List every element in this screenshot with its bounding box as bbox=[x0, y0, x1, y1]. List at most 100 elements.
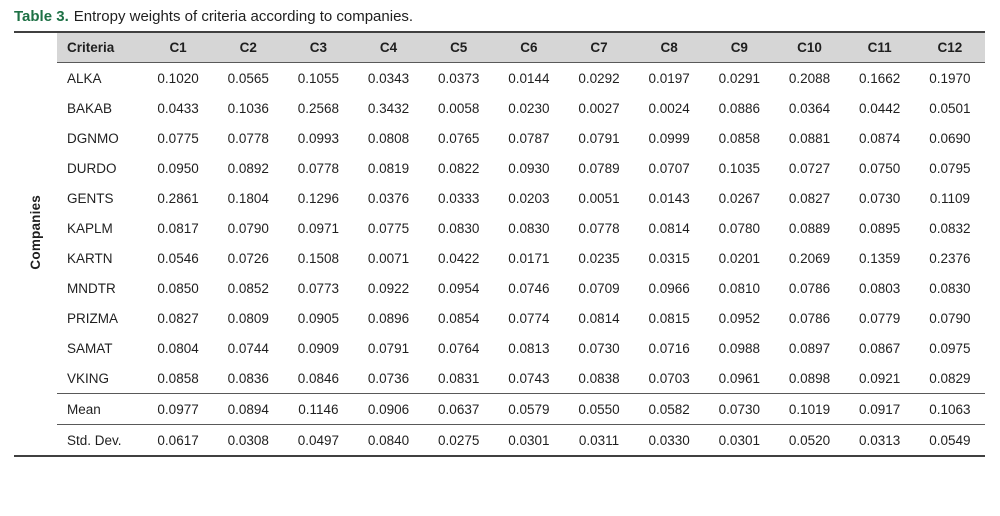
cell-value: 0.0889 bbox=[788, 220, 831, 236]
cell-value: 0.0921 bbox=[858, 370, 901, 386]
cell-value: 0.0832 bbox=[929, 220, 971, 236]
cell-value: 0.0830 bbox=[929, 280, 971, 296]
cell-value: 0.0703 bbox=[648, 370, 690, 386]
cell-value: 0.0791 bbox=[578, 130, 620, 146]
cell-value: 0.0897 bbox=[788, 340, 831, 356]
cell-value: 0.0810 bbox=[718, 280, 760, 296]
cell-value: 0.1970 bbox=[929, 70, 971, 86]
cell-value: 0.0201 bbox=[718, 250, 760, 266]
cell-value: 0.0827 bbox=[157, 310, 199, 326]
cell-value: 0.0778 bbox=[227, 130, 269, 146]
row-label: Mean bbox=[57, 393, 143, 425]
cell-value: 0.2861 bbox=[157, 190, 199, 206]
cell-value: 0.0373 bbox=[438, 70, 480, 86]
table-row-vking: VKING 0.0858 0.0836 0.0846 0.0736 0.0831 0.074… bbox=[57, 363, 985, 394]
cell-value: 0.0024 bbox=[648, 100, 690, 116]
cell-value: 0.0858 bbox=[157, 370, 199, 386]
cell-value: 0.0726 bbox=[227, 250, 269, 266]
col-header-c12: C12 bbox=[914, 33, 985, 63]
cell-value: 0.2069 bbox=[788, 250, 831, 266]
cell-value: 0.0230 bbox=[508, 100, 550, 116]
cell-value: 0.0565 bbox=[227, 70, 269, 86]
table-row-kaplm: KAPLM 0.0817 0.0790 0.0971 0.0775 0.0830 0.083… bbox=[57, 213, 985, 243]
cell-value: 0.1146 bbox=[283, 393, 354, 425]
cell-value: 0.0058 bbox=[438, 100, 480, 116]
col-header-c2: C2 bbox=[213, 33, 284, 63]
cell-value: 0.0301 bbox=[493, 424, 564, 455]
cell-value: 0.0822 bbox=[438, 160, 480, 176]
cell-value: 0.0906 bbox=[353, 393, 424, 425]
table-row-samat: SAMAT 0.0804 0.0744 0.0909 0.0791 0.0764 0.081… bbox=[57, 333, 985, 363]
cell-value: 0.0027 bbox=[578, 100, 620, 116]
cell-value: 0.0892 bbox=[227, 160, 269, 176]
cell-value: 0.0617 bbox=[143, 424, 214, 455]
cell-value: 0.0852 bbox=[227, 280, 269, 296]
cell-value: 0.0846 bbox=[297, 370, 340, 386]
cell-value: 0.0497 bbox=[283, 424, 354, 455]
cell-value: 0.0791 bbox=[367, 340, 410, 356]
row-label: PRIZMA bbox=[67, 310, 119, 326]
cell-value: 0.0315 bbox=[648, 250, 690, 266]
cell-value: 0.0858 bbox=[718, 130, 760, 146]
cell-value: 0.0744 bbox=[227, 340, 269, 356]
cell-value: 0.0831 bbox=[438, 370, 480, 386]
cell-value: 0.0333 bbox=[438, 190, 480, 206]
cell-value: 0.0637 bbox=[423, 393, 494, 425]
table-row-kartn: KARTN 0.0546 0.0726 0.1508 0.0071 0.0422 0.017… bbox=[57, 243, 985, 273]
cell-value: 0.1036 bbox=[227, 100, 269, 116]
cell-value: 0.0197 bbox=[648, 70, 690, 86]
cell-value: 0.0546 bbox=[157, 250, 199, 266]
cell-value: 0.1055 bbox=[297, 70, 340, 86]
cell-value: 0.0803 bbox=[858, 280, 901, 296]
cell-value: 0.0422 bbox=[438, 250, 480, 266]
cell-value: 0.0275 bbox=[423, 424, 494, 455]
row-label: KAPLM bbox=[67, 220, 113, 236]
row-label: MNDTR bbox=[67, 280, 116, 296]
cell-value: 0.0730 bbox=[858, 190, 901, 206]
table-row-bakab: BAKAB 0.0433 0.1036 0.2568 0.3432 0.0058 0.023… bbox=[57, 93, 985, 123]
table-caption-label: Table 3. bbox=[14, 8, 69, 25]
cell-value: 0.0881 bbox=[788, 130, 831, 146]
cell-value: 0.0786 bbox=[788, 280, 831, 296]
cell-value: 0.0051 bbox=[578, 190, 620, 206]
cell-value: 0.0727 bbox=[788, 160, 831, 176]
cell-value: 0.0836 bbox=[227, 370, 269, 386]
cell-value: 0.0795 bbox=[929, 160, 971, 176]
row-label: Std. Dev. bbox=[57, 424, 143, 455]
table-row-alka: ALKA 0.1020 0.0565 0.1055 0.0343 0.0373 0.0144… bbox=[57, 63, 985, 94]
cell-value: 0.0790 bbox=[929, 310, 971, 326]
header-row: Criteria C1 C2 C3 C4 C5 C6 C7 C8 C9 C10 C11 C12 bbox=[57, 33, 985, 63]
cell-value: 0.0301 bbox=[704, 424, 775, 455]
row-axis-label: Companies bbox=[28, 194, 43, 270]
cell-value: 0.2568 bbox=[297, 100, 340, 116]
row-label: ALKA bbox=[67, 70, 102, 86]
col-header-c3: C3 bbox=[283, 33, 354, 63]
cell-value: 0.0896 bbox=[367, 310, 410, 326]
row-label: GENTS bbox=[67, 190, 114, 206]
cell-value: 0.0999 bbox=[648, 130, 690, 146]
cell-value: 0.0815 bbox=[648, 310, 690, 326]
cell-value: 0.0203 bbox=[508, 190, 550, 206]
cell-value: 0.2376 bbox=[929, 250, 971, 266]
cell-value: 0.0874 bbox=[858, 130, 901, 146]
cell-value: 0.0817 bbox=[157, 220, 199, 236]
cell-value: 0.0376 bbox=[367, 190, 410, 206]
col-header-c7: C7 bbox=[563, 33, 635, 63]
cell-value: 0.0894 bbox=[213, 393, 284, 425]
cell-value: 0.0808 bbox=[367, 130, 410, 146]
cell-value: 0.0764 bbox=[438, 340, 480, 356]
row-axis-gutter: Companies bbox=[14, 33, 57, 455]
cell-value: 0.0819 bbox=[367, 160, 410, 176]
cell-value: 0.0854 bbox=[438, 310, 480, 326]
row-label: BAKAB bbox=[67, 100, 113, 116]
cell-value: 0.0144 bbox=[508, 70, 550, 86]
cell-value: 0.0171 bbox=[508, 250, 550, 266]
col-header-c10: C10 bbox=[774, 33, 845, 63]
table-row-dgnmo: DGNMO 0.0775 0.0778 0.0993 0.0808 0.0765 0.078… bbox=[57, 123, 985, 153]
table-row-std-dev: Std. Dev. 0.0617 0.0308 0.0497 0.0840 0.0275 0… bbox=[57, 424, 985, 455]
cell-value: 0.0971 bbox=[297, 220, 340, 236]
cell-value: 0.0550 bbox=[563, 393, 635, 425]
cell-value: 0.3432 bbox=[367, 100, 410, 116]
cell-value: 0.1020 bbox=[157, 70, 199, 86]
cell-value: 0.0774 bbox=[508, 310, 550, 326]
